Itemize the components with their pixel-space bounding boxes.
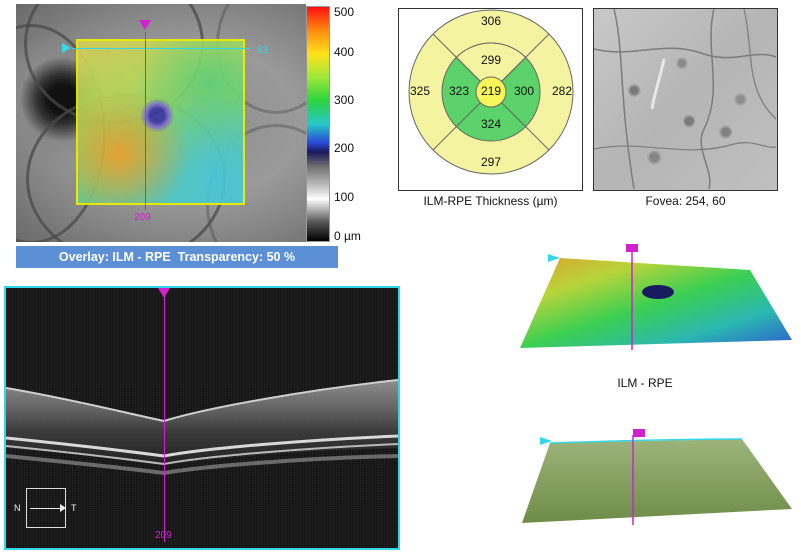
magenta-scan-marker-icon[interactable]: [139, 20, 151, 30]
etdrs-inner-superior: 299: [481, 53, 501, 67]
orientation-arrow-line: [30, 508, 62, 509]
etdrs-grid-graphic: 306 325 282 297 299 323 300 324 219: [408, 9, 574, 175]
surface-3d-caption: ILM - RPE: [617, 376, 673, 390]
rpe-surface-cyan-marker-icon: [540, 437, 552, 445]
etdrs-outer-nasal: 325: [410, 84, 430, 98]
cyan-scan-marker-icon[interactable]: [62, 43, 71, 53]
etdrs-outer-superior: 306: [481, 14, 501, 28]
horizontal-scan-line[interactable]: [72, 48, 250, 49]
3d-rpe-surface[interactable]: [520, 425, 795, 530]
overlay-settings-banner[interactable]: Overlay: ILM - RPE Transparency: 50 %: [16, 246, 338, 268]
orientation-label-nasal: N: [14, 503, 21, 513]
rpe-surface-magenta-marker-icon: [633, 429, 645, 437]
etdrs-inner-nasal: 323: [449, 84, 469, 98]
colorbar-label-300: 300: [334, 93, 355, 107]
retina-layers-graphic: [6, 379, 398, 476]
colorbar-label-400: 400: [334, 45, 355, 59]
scan-position-number: 209: [134, 212, 151, 223]
thickness-overlay-map: [76, 39, 245, 205]
thickness-color-scale: [306, 6, 330, 242]
colorbar-label-0: 0 µm: [334, 229, 361, 243]
colorbar-label-200: 200: [334, 141, 355, 155]
etdrs-inner-temporal: 300: [514, 84, 534, 98]
orientation-arrow-icon: [60, 504, 66, 512]
bscan-position-line[interactable]: [164, 288, 165, 542]
colorbar-label-500: 500: [334, 5, 355, 19]
orientation-label-temporal: T: [71, 503, 77, 513]
etdrs-center: 219: [481, 84, 501, 98]
3d-thickness-surface[interactable]: [520, 240, 795, 360]
etdrs-thickness-grid[interactable]: 306 325 282 297 299 323 300 324 219: [398, 8, 583, 191]
scan-position-number-horizontal: 63: [257, 45, 269, 56]
overlay-banner-text: Overlay: ILM - RPE Transparency: 50 %: [58, 250, 296, 264]
etdrs-outer-inferior: 297: [481, 155, 501, 169]
3d-surface-magenta-marker-icon: [626, 244, 638, 252]
fovea-vessels-graphic: [594, 9, 776, 189]
vertical-scan-line[interactable]: [145, 32, 146, 210]
fovea-image[interactable]: [593, 8, 778, 191]
etdrs-inner-inferior: 324: [481, 117, 501, 131]
3d-surface-cyan-marker-icon: [548, 254, 560, 262]
bscan-marker-icon[interactable]: [158, 288, 170, 298]
etdrs-caption: ILM-RPE Thickness (µm): [423, 194, 558, 208]
etdrs-outer-temporal: 282: [552, 84, 572, 98]
fovea-caption: Fovea: 254, 60: [645, 194, 726, 208]
oct-bscan-image[interactable]: [4, 286, 400, 550]
bscan-position-number: 209: [155, 530, 172, 541]
colorbar-label-100: 100: [334, 190, 355, 204]
